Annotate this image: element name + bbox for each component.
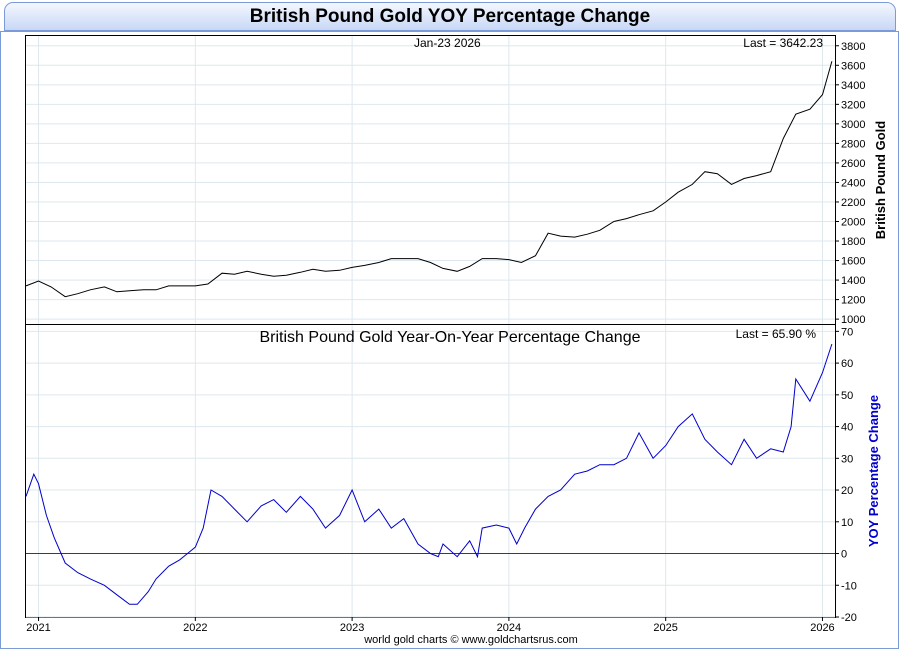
x-tick-label: 2022 <box>183 622 207 634</box>
bottom-y-tick-label: 0 <box>841 549 847 561</box>
top-gridlines <box>26 36 835 324</box>
x-tick-label: 2021 <box>26 622 50 634</box>
bottom-y-tick-label: -10 <box>841 580 857 592</box>
price-series-line <box>25 61 833 298</box>
top-y-tick-label: 2600 <box>841 158 865 170</box>
top-y-tick-label: 2000 <box>841 216 865 228</box>
bottom-last-label: Last = 65.90 % <box>736 327 817 341</box>
top-y-tick-label: 3800 <box>841 41 865 53</box>
bottom-y-axis-label: YOY Percentage Change <box>866 395 881 547</box>
yoy-series-line <box>25 343 833 605</box>
top-y-tick-label: 1400 <box>841 275 865 287</box>
top-y-tick-label: 1600 <box>841 256 865 268</box>
x-tick-label: 2026 <box>810 622 834 634</box>
bottom-y-tick-label: 40 <box>841 422 853 434</box>
top-y-tick-label: 2400 <box>841 177 865 189</box>
top-y-tick-label: 3400 <box>841 80 865 92</box>
x-tick-label: 2025 <box>653 622 677 634</box>
bottom-y-tick-label: 30 <box>841 453 853 465</box>
top-y-tick-label: 1200 <box>841 295 865 307</box>
footer-credit: world gold charts © www.goldchartsrus.co… <box>363 634 578 646</box>
bottom-y-axis: -20 -10 0 10 20 30 40 50 60 70 <box>835 326 857 624</box>
top-y-tick-label: 3600 <box>841 60 865 72</box>
top-plot-area <box>25 35 836 325</box>
bottom-panel: -20 -10 0 10 20 30 40 50 60 70 British Pound Gold… <box>25 324 881 624</box>
top-last-label: Last = 3642.23 <box>743 36 823 50</box>
page-title: British Pound Gold YOY Percentage Change <box>249 6 651 27</box>
top-y-tick-label: 1800 <box>841 236 865 248</box>
top-y-tick-label: 2800 <box>841 138 865 150</box>
x-tick-label: 2024 <box>497 622 521 634</box>
top-y-tick-label: 2200 <box>841 197 865 209</box>
bottom-y-tick-label: 10 <box>841 517 853 529</box>
bottom-y-tick-label: 70 <box>841 326 853 338</box>
bottom-y-tick-label: -20 <box>841 612 857 624</box>
bottom-y-tick-label: 20 <box>841 485 853 497</box>
top-date-label: Jan-23 2026 <box>414 36 481 50</box>
x-tick-label: 2023 <box>340 622 364 634</box>
top-y-axis: 1000 1200 1400 1600 1800 2000 2200 2400 2600 2800… <box>835 41 865 326</box>
top-y-tick-label: 1000 <box>841 314 865 326</box>
bottom-y-tick-label: 50 <box>841 390 853 402</box>
bottom-plot-area <box>25 324 836 618</box>
bottom-y-tick-label: 60 <box>841 358 853 370</box>
top-panel: 1000 1200 1400 1600 1800 2000 2200 2400 2600 2800… <box>25 35 888 326</box>
top-y-tick-label: 3200 <box>841 99 865 111</box>
top-y-tick-label: 3000 <box>841 119 865 131</box>
x-axis: 2021 2022 2023 2024 2025 2026 <box>26 617 835 634</box>
top-y-axis-label: British Pound Gold <box>873 121 888 239</box>
title-bar: British Pound Gold YOY Percentage Change <box>4 2 896 31</box>
outer-border <box>0 31 899 649</box>
bottom-chart-title: British Pound Gold Year-On-Year Percenta… <box>260 329 641 346</box>
